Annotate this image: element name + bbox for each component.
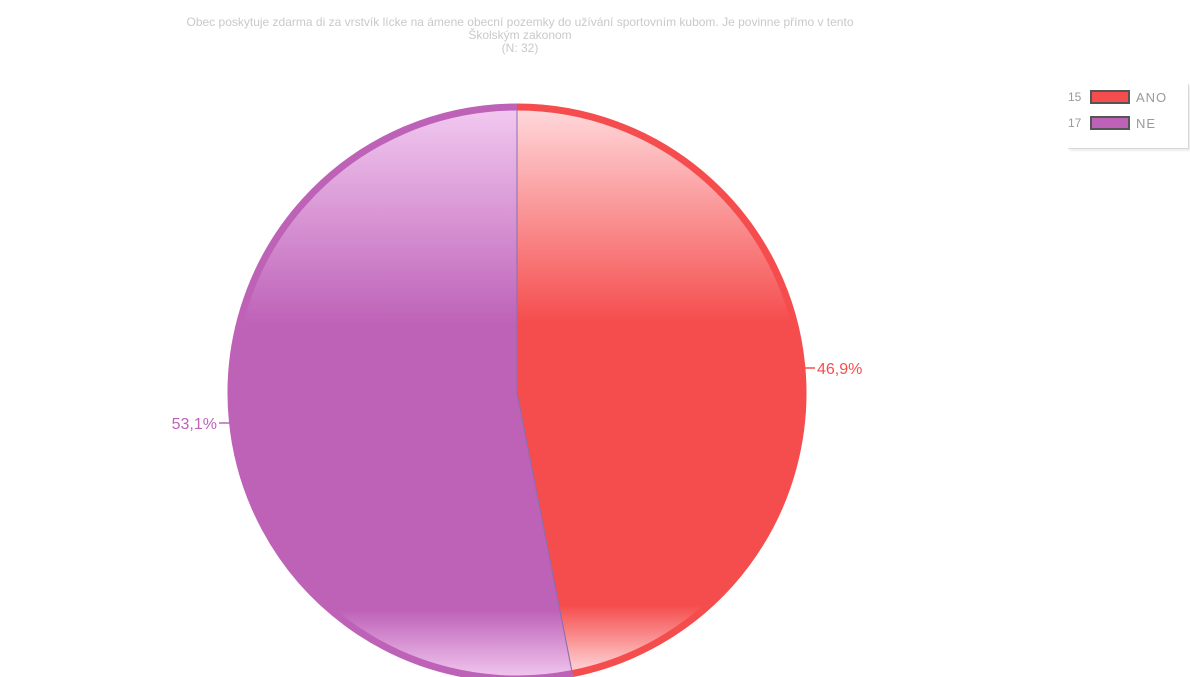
legend-swatch-ano	[1090, 90, 1130, 104]
legend-item-ne: 17 NE	[1068, 114, 1156, 132]
chart-title: Obec poskytuje zdarma di za vrstvík líck…	[0, 16, 1040, 55]
pie-rim-ne	[227, 103, 574, 677]
legend-count-ano: 15	[1068, 90, 1082, 104]
legend-count-ne: 17	[1068, 116, 1082, 130]
pie-slice-ano	[516, 106, 804, 675]
pie-rim-ano	[516, 103, 807, 677]
chart-sample-size: (N: 32)	[501, 41, 539, 55]
chart-title-line-1: Obec poskytuje zdarma di za vrstvík líck…	[186, 15, 854, 29]
legend-label-ano: ANO	[1136, 89, 1168, 105]
pie-label-ano: 46,9%	[817, 361, 862, 378]
legend-label-ne: NE	[1136, 115, 1157, 131]
legend-item-ano: 15 ANO	[1068, 88, 1167, 106]
pie-label-ne: 53,1%	[172, 416, 217, 433]
legend-swatch-ne	[1090, 116, 1130, 130]
legend: 15 ANO 17 NE	[1068, 84, 1189, 149]
chart-title-line-2: Školským zakonom	[468, 28, 572, 42]
